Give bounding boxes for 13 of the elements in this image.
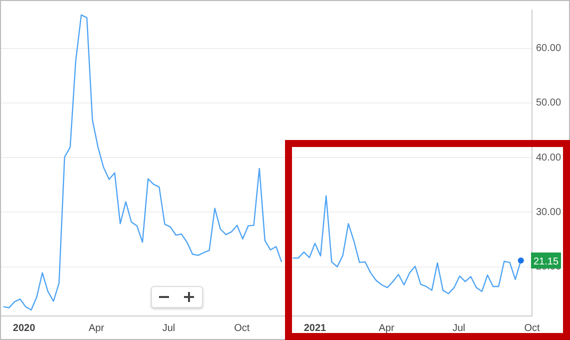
x-tick-label: Jul (162, 322, 176, 334)
y-tick-label: 50.00 (536, 98, 562, 109)
y-tick-label: 30.00 (536, 206, 562, 218)
x-tick-label: Oct (234, 322, 250, 334)
y-tick-label: 60.00 (536, 43, 562, 54)
x-tick-label: Jul (452, 322, 466, 334)
x-tick-label: 2021 (304, 322, 327, 334)
x-tick-label: Oct (524, 322, 540, 334)
x-tick-label: Apr (378, 322, 395, 334)
annotation: 21.15 (534, 256, 559, 268)
y-tick-label: 40.00 (536, 152, 562, 164)
x-tick-label: Apr (88, 322, 105, 334)
x-tick-label: 2020 (12, 322, 36, 334)
